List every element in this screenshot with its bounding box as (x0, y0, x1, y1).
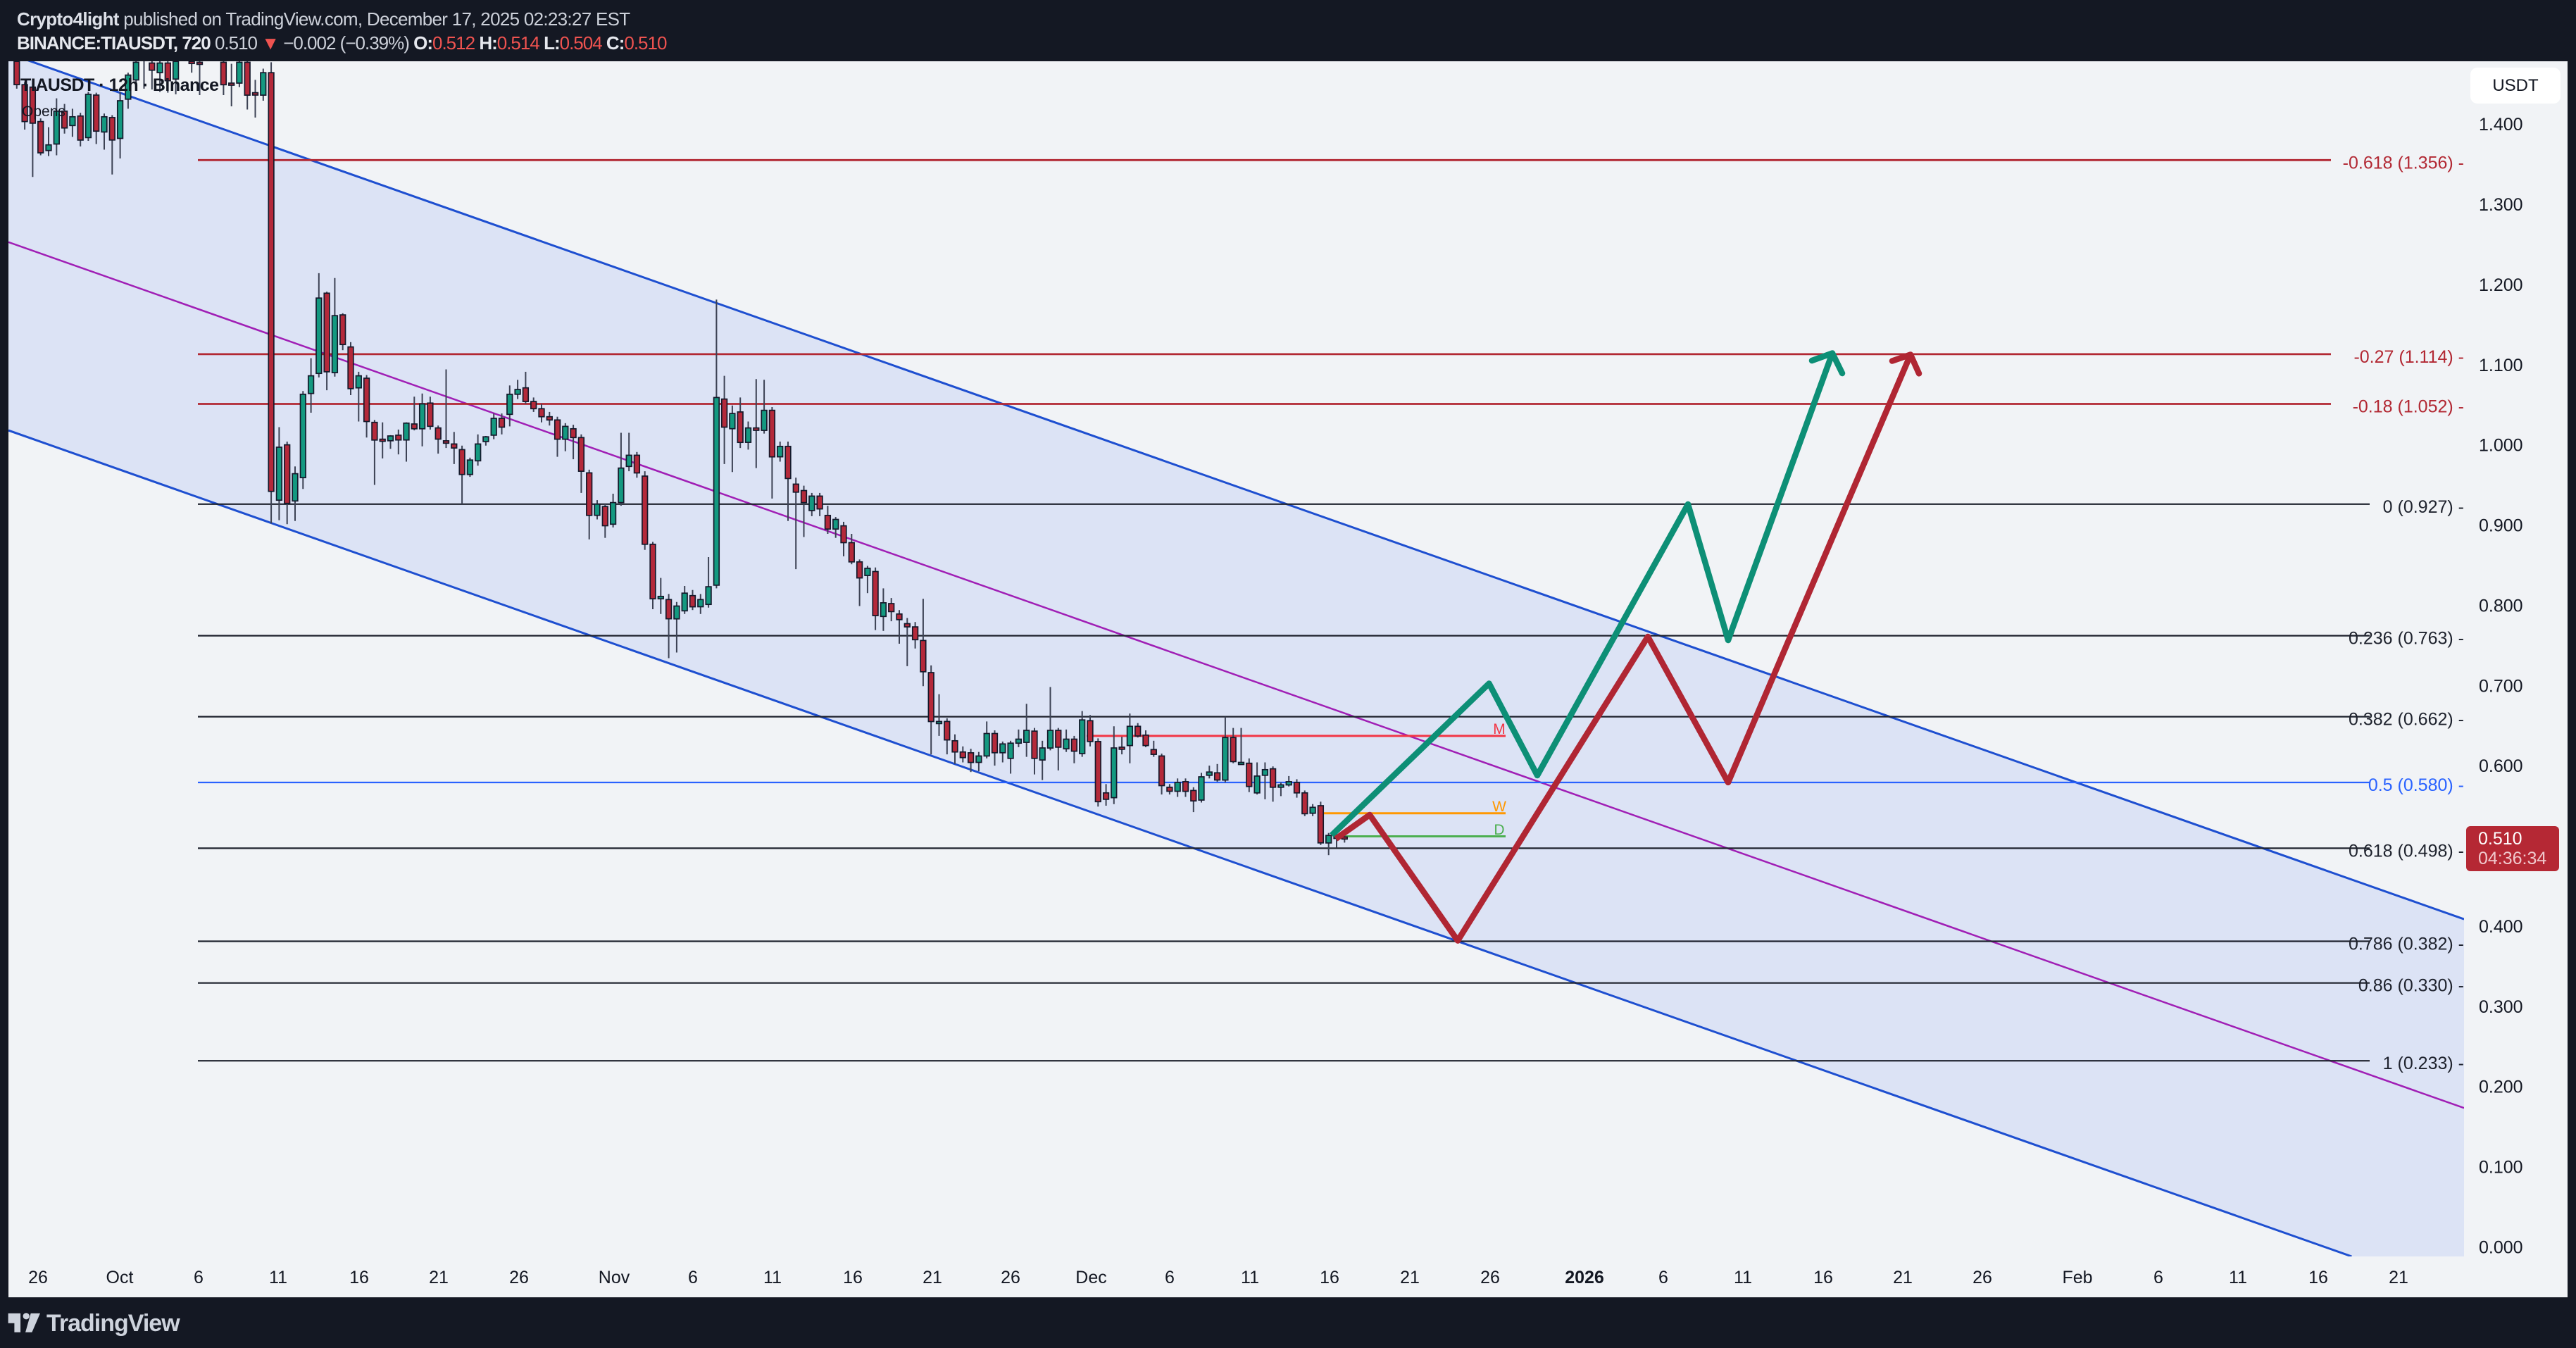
svg-text:16: 16 (1320, 1268, 1339, 1287)
svg-text:1.300: 1.300 (2479, 195, 2523, 215)
svg-text:26: 26 (1972, 1268, 1992, 1287)
svg-text:0.600: 0.600 (2479, 756, 2523, 776)
svg-text:11: 11 (763, 1268, 782, 1287)
svg-text:11: 11 (269, 1268, 287, 1287)
svg-text:6: 6 (1658, 1268, 1668, 1287)
svg-text:-0.27 (1.114) -: -0.27 (1.114) - (2353, 347, 2464, 367)
svg-text:TIAUSDT · 12h · Binance: TIAUSDT · 12h · Binance (20, 75, 219, 95)
svg-text:0.700: 0.700 (2479, 676, 2523, 696)
svg-text:26: 26 (509, 1268, 529, 1287)
svg-text:M: M (1493, 721, 1506, 737)
svg-text:-0.618 (1.356) -: -0.618 (1.356) - (2343, 153, 2464, 173)
svg-text:16: 16 (843, 1268, 863, 1287)
svg-text:04:36:34: 04:36:34 (2478, 849, 2546, 868)
svg-text:D: D (1494, 822, 1504, 838)
svg-text:21: 21 (1893, 1268, 1913, 1287)
svg-text:26: 26 (1001, 1268, 1020, 1287)
svg-text:26: 26 (1480, 1268, 1500, 1287)
svg-text:0.786 (0.382) -: 0.786 (0.382) - (2349, 935, 2464, 954)
svg-text:6: 6 (688, 1268, 698, 1287)
svg-text:0.800: 0.800 (2479, 597, 2523, 616)
svg-text:11: 11 (2229, 1268, 2247, 1287)
svg-text:Dec: Dec (1075, 1268, 1106, 1287)
svg-text:6: 6 (1165, 1268, 1175, 1287)
svg-text:16: 16 (2308, 1268, 2328, 1287)
svg-text:11: 11 (1241, 1268, 1259, 1287)
svg-text:Feb: Feb (2062, 1268, 2092, 1287)
svg-text:Nov: Nov (599, 1268, 630, 1287)
svg-text:0.100: 0.100 (2479, 1158, 2523, 1178)
svg-text:1.100: 1.100 (2479, 356, 2523, 375)
svg-text:Opens: Opens (22, 104, 65, 120)
svg-text:0.618 (0.498) -: 0.618 (0.498) - (2349, 841, 2464, 861)
svg-text:0.5 (0.580) -: 0.5 (0.580) - (2368, 775, 2464, 795)
svg-text:W: W (1492, 799, 1506, 815)
svg-text:0.000: 0.000 (2479, 1238, 2523, 1258)
svg-text:0.236 (0.763) -: 0.236 (0.763) - (2349, 629, 2464, 649)
svg-text:Oct: Oct (106, 1268, 134, 1287)
svg-text:0.300: 0.300 (2479, 997, 2523, 1017)
svg-text:21: 21 (429, 1268, 449, 1287)
svg-text:1.400: 1.400 (2479, 115, 2523, 135)
svg-text:0.400: 0.400 (2479, 917, 2523, 937)
svg-text:0 (0.927) -: 0 (0.927) - (2383, 497, 2464, 517)
svg-text:6: 6 (2153, 1268, 2163, 1287)
svg-text:26: 26 (28, 1268, 48, 1287)
svg-text:0.510: 0.510 (2478, 829, 2522, 849)
svg-text:TradingView: TradingView (46, 1310, 180, 1337)
svg-text:21: 21 (1400, 1268, 1420, 1287)
svg-text:1.000: 1.000 (2479, 436, 2523, 456)
svg-text:21: 21 (923, 1268, 942, 1287)
svg-text:0.382 (0.662) -: 0.382 (0.662) - (2349, 710, 2464, 730)
svg-text:11: 11 (1734, 1268, 1752, 1287)
svg-text:1.200: 1.200 (2479, 275, 2523, 295)
svg-text:16: 16 (349, 1268, 369, 1287)
svg-text:2026: 2026 (1565, 1268, 1604, 1287)
svg-text:21: 21 (2389, 1268, 2408, 1287)
svg-text:1 (0.233) -: 1 (0.233) - (2383, 1054, 2464, 1073)
svg-text:0.86 (0.330) -: 0.86 (0.330) - (2358, 976, 2464, 996)
svg-text:0.900: 0.900 (2479, 516, 2523, 536)
svg-text:0.200: 0.200 (2479, 1078, 2523, 1097)
svg-text:6: 6 (194, 1268, 204, 1287)
svg-text:-0.18 (1.052) -: -0.18 (1.052) - (2353, 397, 2464, 417)
svg-text:16: 16 (1813, 1268, 1833, 1287)
